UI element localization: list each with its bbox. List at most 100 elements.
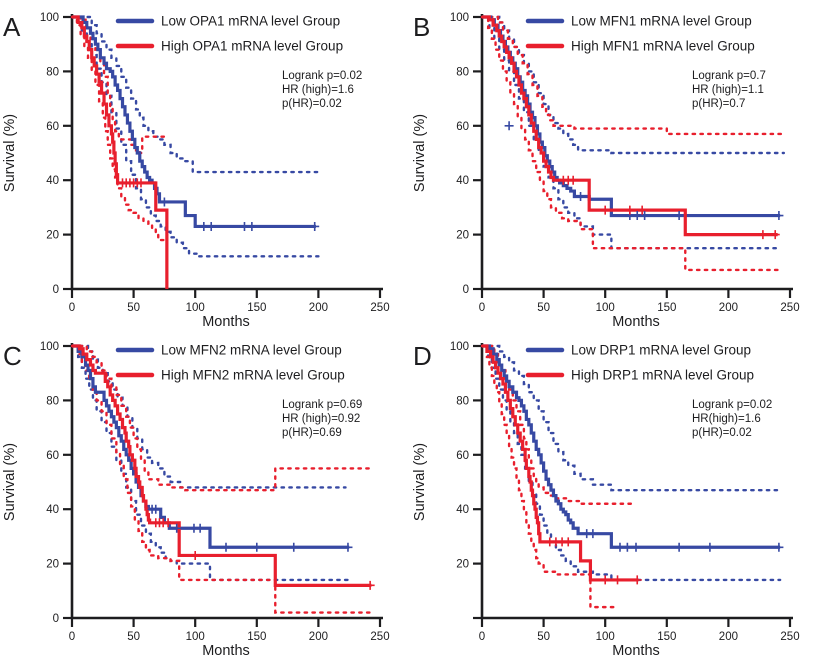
censor-mark [247,221,257,231]
x-tick-label: 200 [719,302,738,314]
x-tick-label: 250 [780,631,799,643]
series-high-mfn1-ci-upper [480,15,786,136]
legend-label: High MFN2 mRNA level Group [161,368,345,383]
series-high-mfn1-survival [482,15,778,237]
censor-mark [504,121,514,131]
censor-mark [172,523,182,533]
axes [70,14,383,291]
y-tick-label: 80 [46,395,59,407]
y-axis-title: Survival (%) [2,443,18,521]
y-tick-label: 20 [46,230,59,242]
censor-mark [625,205,635,215]
series-high-mfn1-ci-lower [480,15,779,272]
x-tick-label: 0 [479,302,485,314]
x-tick-label: 50 [127,302,140,314]
censor-mark [613,575,623,585]
stats-line: HR (high)=0.92 [282,413,360,425]
series-low-drp1-survival [482,344,781,549]
censor-mark [151,504,161,514]
censor-mark [159,197,169,207]
censor-mark [600,205,610,215]
stats-line: HR(high)=1.6 [692,413,761,425]
censor-mark [576,192,586,202]
series-low-mfn1-ci-lower [480,15,779,250]
y-tick-label: 0 [53,613,59,625]
x-tick-label: 250 [780,302,799,314]
y-tick-label: 0 [463,284,469,296]
series-high-mfn2-survival [72,344,372,587]
censor-mark [568,175,578,185]
censor-mark [343,542,353,552]
x-tick-label: 50 [127,631,140,643]
axes [70,343,383,620]
y-tick-label: 20 [46,559,59,571]
x-tick-label: 150 [247,631,266,643]
censor-mark [206,221,216,231]
x-tick-label: 0 [69,302,75,314]
censor-mark [600,575,610,585]
censor-mark [774,542,784,552]
y-axis-title: Survival (%) [412,114,428,192]
x-tick-label: 100 [186,631,205,643]
legend-label: High DRP1 mRNA level Group [571,368,754,383]
x-tick-label: 100 [596,631,615,643]
y-tick-label: 100 [40,12,59,24]
stats-line: Logrank p=0.69 [282,399,362,411]
y-tick-label: 40 [456,504,469,516]
censor-mark [588,529,598,539]
y-tick-label: 100 [450,341,469,353]
y-tick-label: 80 [46,66,59,78]
x-tick-label: 250 [370,302,389,314]
y-tick-label: 60 [456,450,469,462]
y-tick-label: 0 [53,284,59,296]
censor-mark [163,518,173,528]
censor-mark [631,542,641,552]
censor-mark [289,542,299,552]
panel-letter: B [413,12,430,42]
x-tick-label: 200 [719,631,738,643]
y-axis-title: Survival (%) [2,114,18,192]
x-tick-label: 200 [309,302,328,314]
legend-label: Low MFN1 mRNA level Group [571,14,752,29]
censor-mark [190,550,200,560]
x-tick-label: 50 [537,631,550,643]
y-tick-label: 40 [46,504,59,516]
stats-line: p(HR)=0.69 [282,427,342,439]
series-low-mfn2-survival [72,344,350,549]
x-axis-title: Months [612,643,660,658]
x-tick-label: 0 [479,631,485,643]
censor-mark [622,542,632,552]
x-tick-label: 150 [247,302,266,314]
stats-line: Logrank p=0.02 [282,70,362,82]
y-tick-label: 100 [40,341,59,353]
stats-line: p(HR)=0.7 [692,98,745,110]
series-high-opa1-ci-lower [70,15,169,242]
censor-mark [770,230,780,240]
censor-mark [136,178,146,188]
stats-line: Logrank p=0.02 [692,399,772,411]
y-tick-label: 60 [46,121,59,133]
x-tick-label: 100 [596,302,615,314]
legend-label: Low MFN2 mRNA level Group [161,343,342,358]
y-tick-label: 80 [456,395,469,407]
series-high-opa1-survival [72,15,169,289]
x-tick-label: 100 [186,302,205,314]
panel-letter: C [3,341,22,371]
legend-label: Low OPA1 mRNA level Group [161,14,340,29]
censor-mark [774,211,784,221]
y-tick-label: 40 [46,175,59,187]
y-tick-label: 40 [456,175,469,187]
stats-line: HR (high)=1.6 [282,84,354,96]
y-tick-label: 100 [450,12,469,24]
x-tick-label: 150 [657,631,676,643]
censor-mark [563,537,573,547]
censor-mark [252,542,262,552]
x-axis-title: Months [202,314,250,329]
series-low-mfn2-ci-lower [70,344,351,582]
y-tick-label: 20 [456,230,469,242]
censor-mark [705,542,715,552]
stats-line: p(HR)=0.02 [282,98,342,110]
